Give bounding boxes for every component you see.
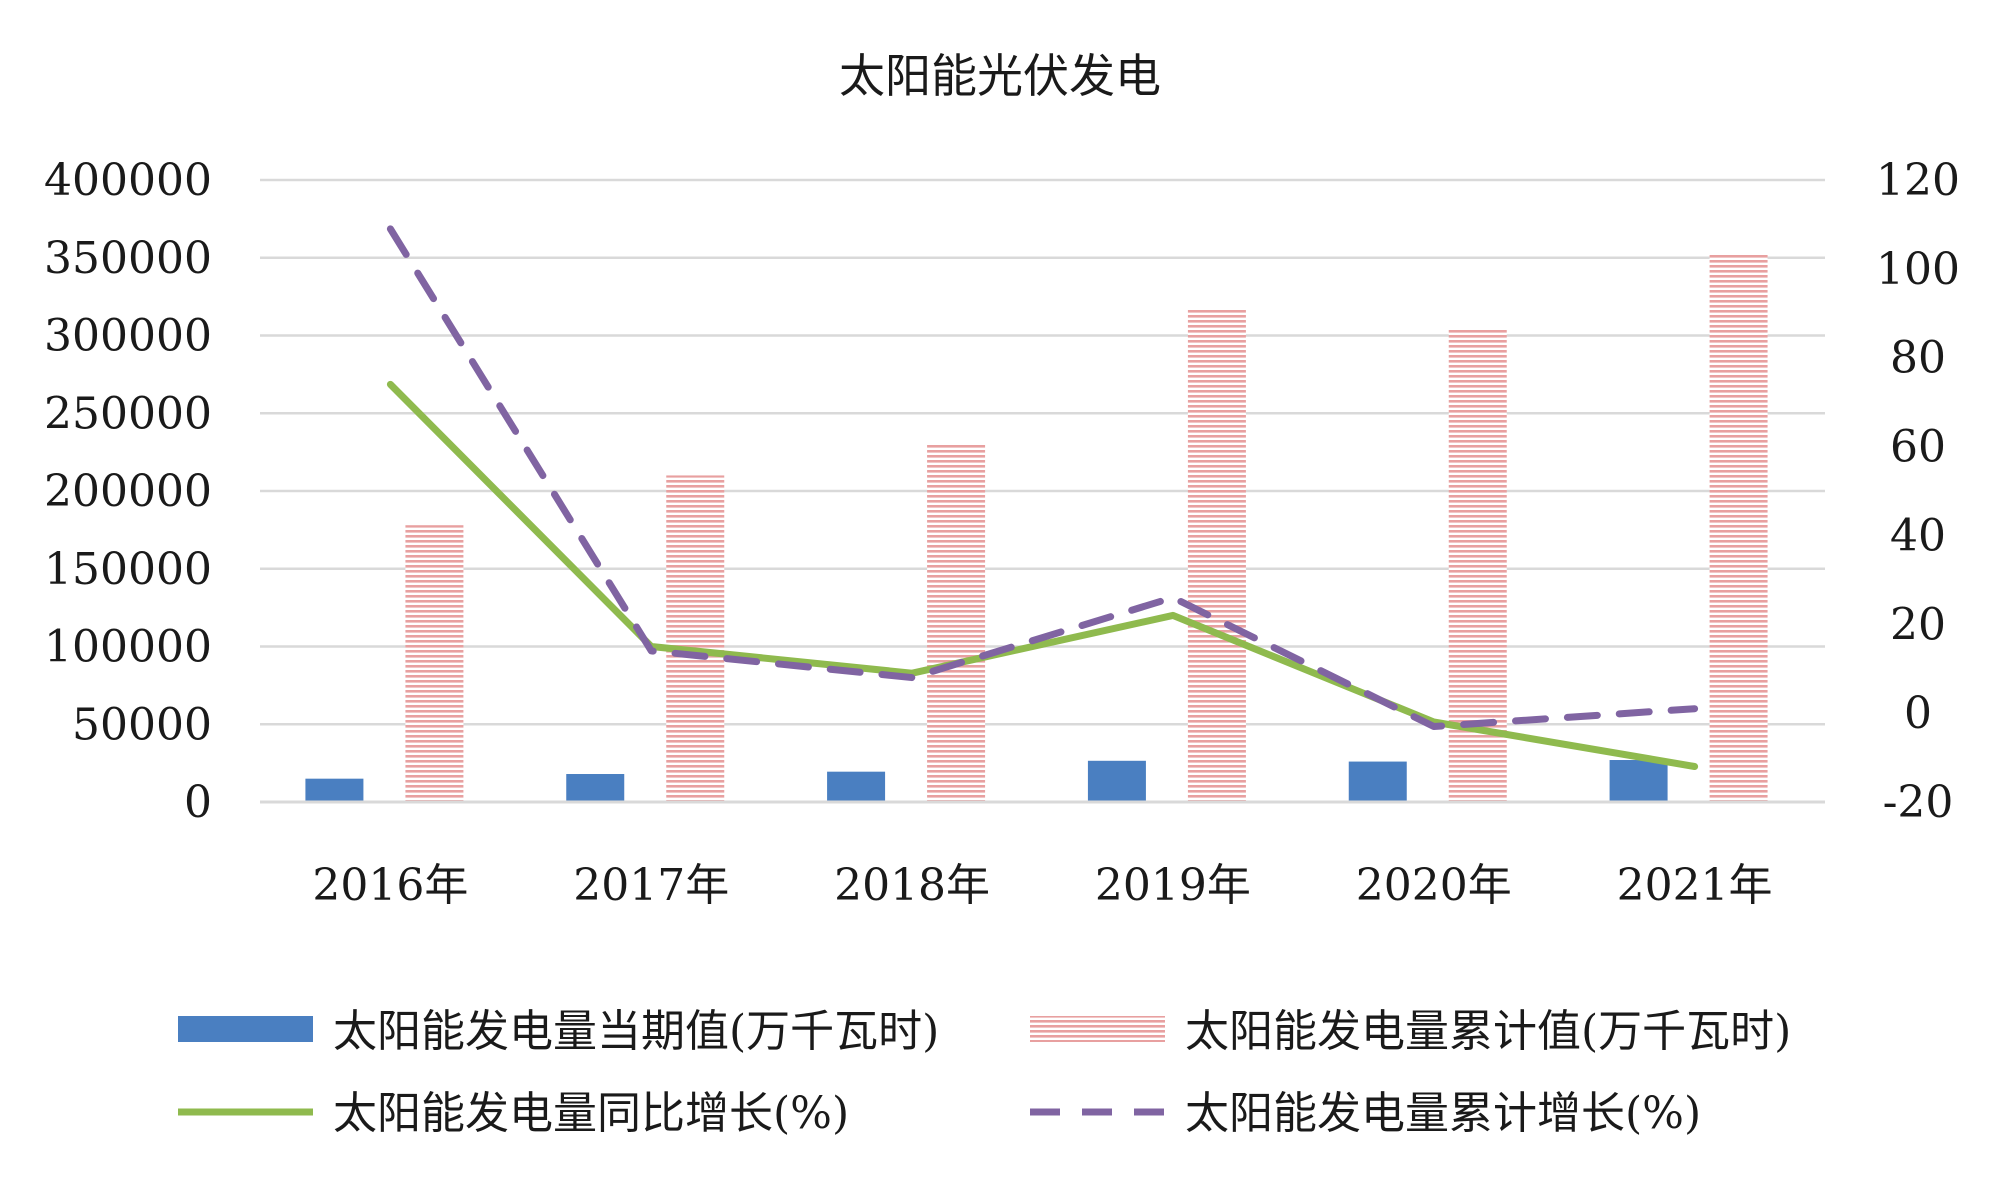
left-tick-label: 100000 [44,622,212,673]
axis-layer: 4000003500003000002500002000001500001000… [44,155,1960,911]
bar-layer [305,253,1768,802]
chart-title: 太阳能光伏发电 [839,49,1161,103]
bar-cumulative-value [405,525,464,802]
line-layer [386,225,1699,770]
x-tick-label: 2020年 [1356,860,1512,911]
left-tick-label: 400000 [44,155,212,206]
left-tick-label: 0 [184,777,212,828]
x-tick-label: 2016年 [312,860,468,911]
x-tick-label: 2017年 [573,860,729,911]
right-tick-label: 20 [1890,599,1946,650]
legend-item: 太阳能发电量同比增长(%) [178,1088,849,1139]
left-tick-label: 300000 [44,311,212,362]
legend-label: 太阳能发电量同比增长(%) [333,1088,849,1139]
series-line-cumulative-growth [386,225,1699,730]
legend-item: 太阳能发电量当期值(万千瓦时) [178,1006,939,1057]
x-tick-label: 2018年 [834,860,990,911]
right-tick-label: 100 [1876,244,1960,295]
legend-item: 太阳能发电量累计值(万千瓦时) [1030,1006,1791,1057]
bar-current-value [827,771,886,802]
bar-cumulative-value [927,444,986,802]
right-tick-label: 60 [1890,422,1946,473]
x-tick-label: 2019年 [1095,860,1251,911]
legend-item: 太阳能发电量累计增长(%) [1030,1088,1701,1139]
legend: 太阳能发电量当期值(万千瓦时) 太阳能发电量累计值(万千瓦时) 太阳能发电量同比增长… [178,1006,1791,1139]
right-tick-label: 40 [1890,510,1946,561]
bar-current-value [305,778,364,802]
right-tick-label: 120 [1876,155,1960,206]
left-tick-label: 250000 [44,388,212,439]
legend-swatch [178,1016,313,1042]
legend-label: 太阳能发电量累计值(万千瓦时) [1185,1006,1791,1057]
series-line-yoy-growth [386,380,1699,770]
legend-swatch [1030,1016,1165,1042]
bar-cumulative-value [1709,253,1768,802]
right-tick-label: -20 [1883,777,1954,828]
legend-label: 太阳能发电量当期值(万千瓦时) [333,1006,939,1057]
left-tick-label: 350000 [44,233,212,284]
bar-current-value [1087,760,1146,802]
left-tick-label: 150000 [44,544,212,595]
left-tick-label: 200000 [44,466,212,517]
bar-current-value [1348,761,1407,802]
x-tick-label: 2021年 [1617,860,1773,911]
right-tick-label: 80 [1890,333,1946,384]
bar-cumulative-value [1187,309,1246,802]
bar-cumulative-value [666,475,725,802]
legend-label: 太阳能发电量累计增长(%) [1185,1088,1701,1139]
right-tick-label: 0 [1904,688,1932,739]
bar-current-value [566,774,625,802]
bar-current-value [1609,760,1668,802]
left-tick-label: 50000 [72,699,212,750]
